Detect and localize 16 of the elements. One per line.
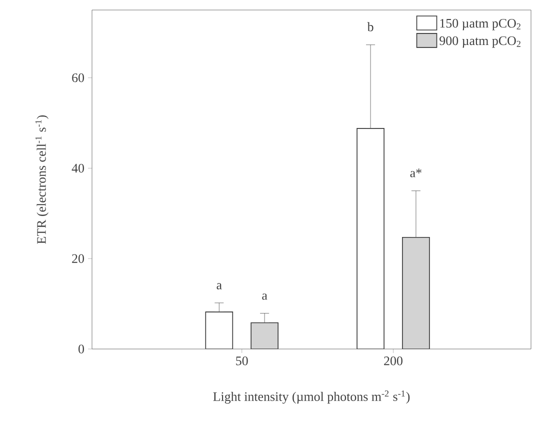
bar [402,236,430,349]
annotation: b [367,22,374,32]
y-tick-label: 0 [78,344,84,354]
y-tick-label: 60 [72,73,84,82]
y-tick-label: 40 [72,164,84,173]
y-tick-label: 20 [72,254,84,263]
x-tick-label: 50 [236,356,248,366]
legend-label: 900 µatm pCO$_{2}$ [440,36,520,48]
annotation: a* [410,168,422,178]
x-tick-label: 200 [384,356,402,366]
x-axis-title: Light intensity (µmol photons m$^{-2}$ s$^{-1}$) [213,390,410,404]
annotation: a [216,283,222,290]
bar [250,322,278,349]
y-axis-title: ETR (electrons cell$^{-1}$ s$^{-1}$) [35,115,48,244]
text: 150 µatm pCO$_{2}$ [440,18,520,30]
annotation: a [262,294,268,300]
